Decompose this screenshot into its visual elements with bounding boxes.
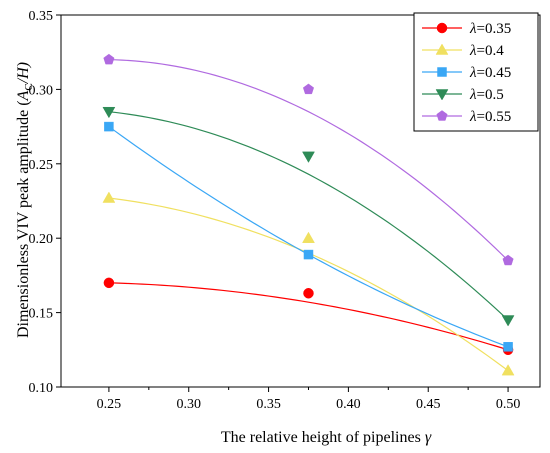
plot-border xyxy=(60,14,541,388)
data-point xyxy=(302,83,315,95)
data-point xyxy=(104,121,114,132)
data-markers xyxy=(102,53,515,376)
x-axis-title: The relative height of pipelines γ xyxy=(221,429,432,446)
data-point xyxy=(303,288,314,299)
legend: λ=0.35 λ=0.4 λ=0.45 λ=0.5 λ=0.55 xyxy=(413,12,539,132)
legend-marker xyxy=(436,110,448,121)
data-point xyxy=(102,106,116,119)
x-tick-label: 0.50 xyxy=(496,397,521,412)
y-tick-label: 0.30 xyxy=(29,83,54,98)
data-point xyxy=(501,315,515,327)
data-point xyxy=(303,249,314,260)
y-axis-title: Dimensionless VIV peak amplitude (AC/H) xyxy=(15,62,35,338)
data-point xyxy=(503,342,513,352)
x-tick-label: 0.40 xyxy=(336,397,361,412)
data-point xyxy=(102,191,116,203)
fit-line xyxy=(108,59,509,261)
legend-marker xyxy=(435,43,449,55)
y-tick-label: 0.10 xyxy=(29,381,54,396)
data-point xyxy=(103,53,115,65)
legend-label: λ=0.5 xyxy=(469,87,504,103)
legend-label: λ=0.4 xyxy=(469,43,504,59)
legend-label: λ=0.35 xyxy=(469,21,511,37)
data-point xyxy=(302,231,315,243)
plot-frame xyxy=(60,14,541,388)
y-tick-label: 0.25 xyxy=(29,158,54,173)
data-point xyxy=(501,364,515,376)
x-tick-label: 0.25 xyxy=(97,397,122,412)
data-point xyxy=(302,151,315,163)
x-tick-label: 0.30 xyxy=(176,397,201,412)
y-tick-label: 0.20 xyxy=(29,232,54,247)
fit-line xyxy=(108,111,509,321)
legend-label: λ=0.55 xyxy=(469,109,511,125)
fit-line xyxy=(108,197,509,372)
fit-line xyxy=(108,282,509,351)
axis-ticks: 0.25 0.30 0.35 0.40 0.45 0.50 0.10 0.15 0.20 0.25… xyxy=(29,9,521,412)
y-tick-label: 0.35 xyxy=(29,9,54,24)
data-point xyxy=(103,277,115,289)
legend-marker xyxy=(436,22,448,34)
legend-marker xyxy=(435,89,449,101)
x-tick-label: 0.45 xyxy=(416,397,441,412)
legend-marker xyxy=(437,67,447,77)
x-tick-label: 0.35 xyxy=(256,397,281,412)
legend-label: λ=0.45 xyxy=(469,65,511,81)
y-tick-label: 0.15 xyxy=(29,307,54,322)
data-point xyxy=(502,254,514,266)
